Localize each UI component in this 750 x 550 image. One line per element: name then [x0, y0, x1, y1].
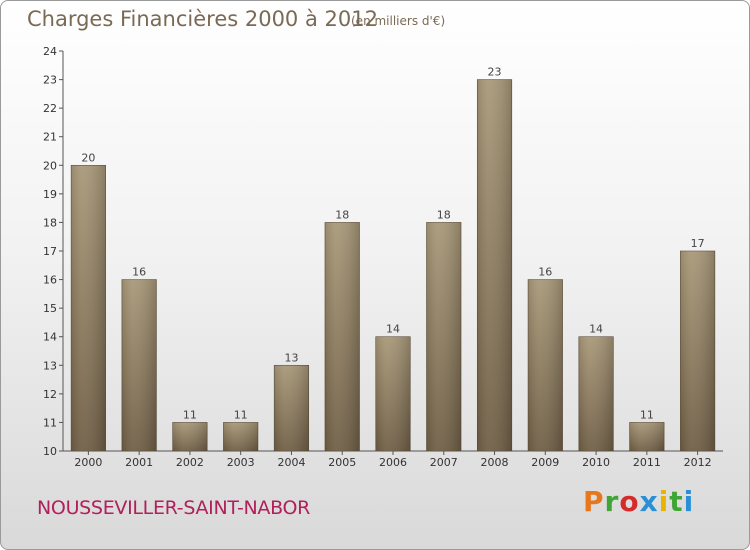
y-tick-label: 22 [43, 102, 57, 115]
y-tick-label: 17 [43, 245, 57, 258]
data-label: 20 [81, 151, 95, 164]
y-tick-label: 24 [43, 45, 57, 58]
bar-shade [274, 365, 309, 451]
x-tick-label: 2012 [684, 456, 712, 469]
logo-letter: r [604, 485, 620, 518]
x-tick-label: 2007 [430, 456, 458, 469]
data-label: 11 [183, 408, 197, 421]
x-tick-label: 2005 [328, 456, 356, 469]
y-tick-label: 16 [43, 274, 57, 287]
x-tick-label: 2010 [582, 456, 610, 469]
y-tick-label: 10 [43, 445, 57, 458]
x-tick-label: 2006 [379, 456, 407, 469]
y-tick-label: 21 [43, 131, 57, 144]
data-label: 18 [335, 208, 349, 221]
y-tick-label: 13 [43, 359, 57, 372]
y-tick-label: 19 [43, 188, 57, 201]
data-label: 11 [234, 408, 248, 421]
bar-shade [324, 222, 360, 451]
y-tick-label: 12 [43, 388, 57, 401]
bar-shade [477, 79, 512, 452]
y-tick-label: 14 [43, 331, 57, 344]
logo-letter: x [639, 485, 659, 518]
y-tick-label: 23 [43, 74, 57, 87]
data-label: 14 [589, 323, 603, 336]
bar-shade [629, 422, 665, 451]
x-tick-label: 2011 [633, 456, 661, 469]
town-name: NOUSSEVILLER-SAINT-NABOR [37, 497, 311, 519]
bar-shade [172, 422, 208, 451]
logo-letter: o [619, 485, 640, 518]
y-tick-label: 15 [43, 302, 57, 315]
logo-letter: P [583, 485, 605, 518]
data-label: 13 [284, 351, 298, 364]
chart-subtitle: (en milliers d'€) [351, 14, 446, 28]
bar-shade [426, 222, 462, 451]
bar-shade [680, 251, 715, 451]
logo-letter: t [669, 485, 684, 518]
bar-shade [375, 336, 411, 451]
y-tick-label: 18 [43, 216, 57, 229]
bar-shade [121, 279, 157, 451]
data-label: 16 [538, 266, 552, 279]
logo-letter: i [683, 485, 695, 518]
proxiti-logo[interactable]: Proxiti [583, 485, 694, 518]
data-label: 16 [132, 266, 146, 279]
x-tick-label: 2000 [74, 456, 102, 469]
y-tick-label: 20 [43, 159, 57, 172]
logo-letter: i [658, 485, 670, 518]
bar-shade [223, 422, 258, 451]
x-tick-label: 2004 [277, 456, 305, 469]
data-label: 23 [488, 66, 502, 79]
x-tick-label: 2003 [227, 456, 255, 469]
bar-shade [578, 336, 614, 451]
y-tick-label: 11 [43, 416, 57, 429]
x-tick-label: 2008 [481, 456, 509, 469]
chart-title: Charges Financières 2000 à 2012 [27, 7, 378, 31]
data-label: 18 [437, 208, 451, 221]
bar-shade [528, 279, 563, 451]
data-label: 17 [691, 237, 705, 250]
data-label: 11 [640, 408, 654, 421]
data-label: 14 [386, 323, 400, 336]
x-tick-label: 2002 [176, 456, 204, 469]
bar-shade [71, 165, 106, 452]
x-tick-label: 2001 [125, 456, 153, 469]
x-tick-label: 2009 [531, 456, 559, 469]
